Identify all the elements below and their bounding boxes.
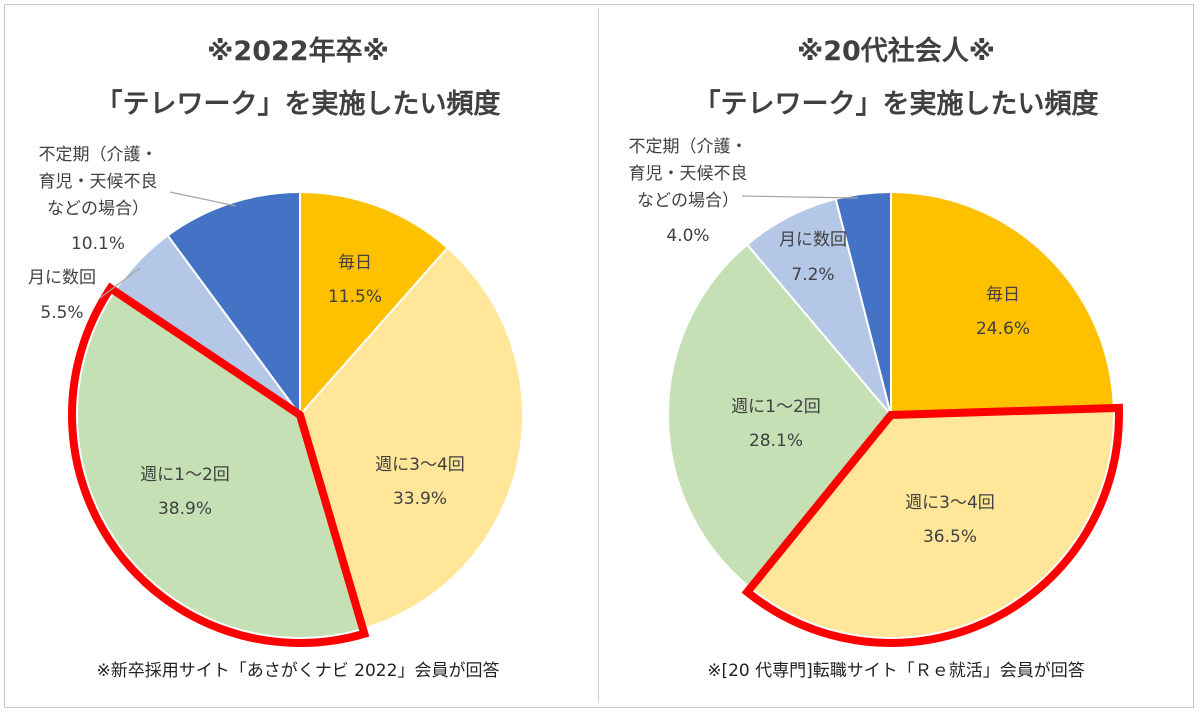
chart-title: ※2022年卒※ — [207, 36, 389, 67]
slice-value-label: 5.5% — [40, 303, 83, 323]
slice-value-label: 33.9% — [393, 489, 447, 509]
outer-frame — [4, 4, 1194, 708]
pie-slice-5 — [834, 190, 892, 416]
highlight-outline — [741, 403, 1123, 647]
chart-title: ※20代社会人※ — [796, 36, 996, 67]
slice-value-label: 4.0% — [666, 226, 709, 246]
slice-label: 週に1～2回 — [731, 397, 821, 417]
pie-slice-3 — [76, 289, 365, 639]
pie-slice-2 — [749, 406, 1115, 639]
chart-footnote: ※[20 代専門]転職サイト「Ｒｅ就活」会員が回答 — [707, 661, 1085, 681]
slice-label: 育児・天候不良 — [39, 172, 158, 192]
slice-label: 不定期（介護・ — [629, 137, 748, 157]
chart-panel-2022-graduates: ※2022年卒※ 「テレワーク」を実施したい頻度 毎日 11.5% 週に3～4回 33… — [0, 0, 596, 715]
panel-divider — [598, 8, 599, 703]
pie-slice-2 — [298, 246, 524, 631]
slice-value-label: 10.1% — [71, 234, 125, 254]
slice-value-label: 7.2% — [791, 265, 834, 285]
pie-slice-3 — [667, 243, 893, 590]
slice-label: 月に数回 — [779, 230, 847, 250]
pie-chart-20s-workers: 毎日 24.6% 週に3～4回 36.5% 週に1～2回 28.1% 月に数回 7.2% 不定期… — [629, 137, 1123, 647]
pie-slice-1 — [890, 190, 1115, 417]
slice-label: 毎日 — [986, 285, 1020, 305]
chart-subtitle: 「テレワーク」を実施したい頻度 — [95, 89, 501, 120]
slice-value-label: 11.5% — [328, 287, 382, 307]
pie-slice-4 — [745, 197, 892, 416]
leader-line — [169, 191, 237, 207]
chart-footnote: ※新卒採用サイト「あさがくナビ 2022」会員が回答 — [96, 661, 500, 681]
slice-label: 週に3～4回 — [905, 493, 995, 513]
slice-label: 月に数回 — [28, 268, 96, 288]
slice-value-label: 36.5% — [923, 527, 977, 547]
slice-label: 毎日 — [338, 253, 372, 273]
slice-label: 不定期（介護・ — [39, 145, 158, 165]
chart-panel-20s-workers: ※20代社会人※ 「テレワーク」を実施したい頻度 毎日 24.6% 週に3～4回 36… — [598, 0, 1194, 715]
pie-slice-1 — [299, 190, 450, 418]
slice-label: 週に1～2回 — [140, 465, 230, 485]
pie-slice-5 — [166, 190, 301, 419]
leader-line — [741, 195, 859, 199]
pie-chart-2022-graduates: 毎日 11.5% 週に3～4回 33.9% 週に1～2回 38.9% 月に数回 5.5% 不定期… — [28, 145, 524, 647]
slice-value-label: 38.9% — [158, 499, 212, 519]
slice-label: 育児・天候不良 — [629, 164, 748, 184]
leader-line — [99, 267, 141, 299]
slice-label: 週に3～4回 — [375, 455, 465, 475]
slice-value-label: 24.6% — [976, 319, 1030, 339]
slice-label: などの場合） — [637, 191, 739, 211]
highlight-outline — [68, 282, 370, 647]
slice-value-label: 28.1% — [749, 431, 803, 451]
chart-subtitle: 「テレワーク」を実施したい頻度 — [693, 89, 1099, 120]
slice-label: などの場合） — [47, 199, 149, 219]
